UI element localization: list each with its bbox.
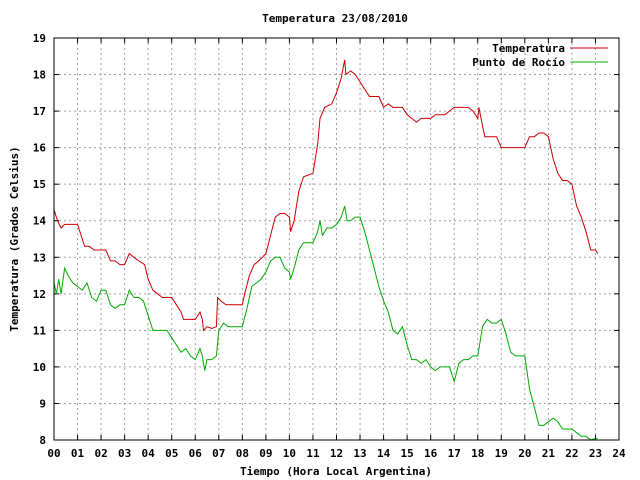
x-tick-label: 13	[353, 447, 366, 460]
series-line-punto-de-rocio	[53, 205, 598, 441]
x-tick-label: 07	[212, 447, 225, 460]
x-tick-label: 02	[94, 447, 107, 460]
legend-label-temperatura: Temperatura	[492, 42, 565, 55]
x-tick-label: 16	[424, 447, 438, 460]
series-lines	[53, 59, 599, 441]
grid	[54, 38, 619, 440]
chart-title: Temperatura 23/08/2010	[262, 12, 408, 25]
y-tick-label: 19	[33, 32, 46, 45]
x-tick-label: 22	[565, 447, 578, 460]
x-tick-label: 09	[259, 447, 272, 460]
x-tick-label: 05	[165, 447, 178, 460]
series-line-temperatura	[53, 59, 599, 332]
y-tick-label: 16	[33, 142, 47, 155]
x-tick-label: 19	[495, 447, 508, 460]
x-tick-label: 01	[71, 447, 85, 460]
y-tick-label: 18	[33, 69, 46, 82]
x-tick-label: 12	[330, 447, 343, 460]
x-tick-label: 15	[401, 447, 414, 460]
y-tick-label: 11	[33, 324, 47, 337]
y-tick-label: 17	[33, 105, 46, 118]
ticks: 00 01 02 03 04 05 06 07 08 09 10 11 12 13 14 15 16 17 18 19…	[33, 32, 626, 460]
y-tick-label: 8	[39, 434, 46, 447]
y-tick-label: 12	[33, 288, 46, 301]
x-tick-label: 20	[518, 447, 531, 460]
x-tick-label: 21	[542, 447, 556, 460]
x-tick-label: 14	[377, 447, 391, 460]
x-tick-label: 06	[189, 447, 203, 460]
y-tick-label: 15	[33, 178, 46, 191]
x-tick-label: 17	[448, 447, 461, 460]
y-tick-label: 14	[33, 215, 47, 228]
x-tick-label: 11	[306, 447, 320, 460]
x-tick-label: 10	[283, 447, 296, 460]
y-tick-label: 13	[33, 251, 46, 264]
plot-border	[53, 37, 620, 441]
x-tick-label: 18	[471, 447, 484, 460]
y-tick-label: 9	[39, 397, 46, 410]
x-tick-label: 00	[47, 447, 60, 460]
x-tick-label: 03	[118, 447, 131, 460]
x-tick-label: 23	[589, 447, 602, 460]
y-axis-label: Temperatura (Grados Celsius)	[8, 146, 21, 331]
x-axis-label: Tiempo (Hora Local Argentina)	[240, 465, 432, 478]
legend: Temperatura Punto de Rocío	[472, 42, 608, 69]
x-tick-label: 24	[612, 447, 626, 460]
x-tick-label: 04	[142, 447, 156, 460]
x-tick-label: 08	[236, 447, 249, 460]
legend-label-punto-de-rocio: Punto de Rocío	[472, 56, 565, 69]
y-tick-label: 10	[33, 361, 46, 374]
